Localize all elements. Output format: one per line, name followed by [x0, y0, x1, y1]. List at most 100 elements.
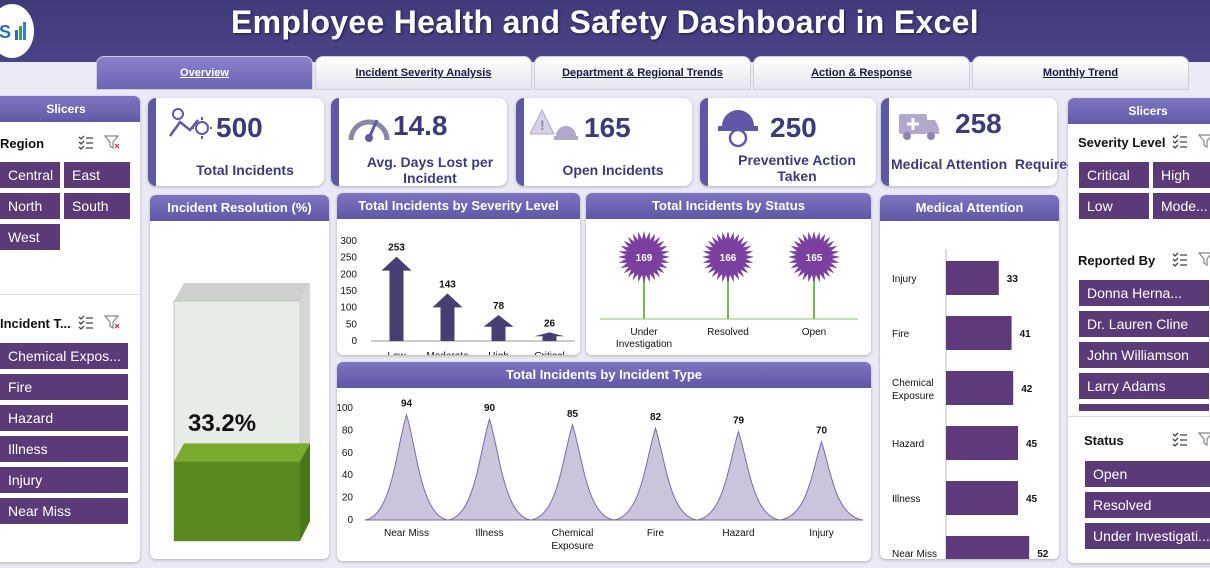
medical-attention-bar [946, 371, 1014, 405]
region-south[interactable]: South [64, 193, 130, 219]
cylinder-top [174, 283, 310, 301]
y-tick-label: 100 [340, 303, 357, 314]
incident-resolution-panel: Incident Resolution (%) 33.2% [150, 195, 329, 559]
injured-person-icon [168, 108, 212, 139]
incident-type-category-label: Near Miss [384, 528, 429, 539]
severity-slicer-title: Severity Level [1078, 135, 1166, 150]
severity-chart: 300 250 200 150 100 50 0 253 Low 143 Moderate 78 Hig… [340, 236, 575, 362]
clear-filter-icon[interactable] [104, 314, 120, 330]
medical-attention-data-label: 33 [1007, 274, 1019, 285]
reported-by-item[interactable]: John Williamson [1079, 342, 1209, 368]
status-category-label: Resolved [707, 327, 749, 338]
incident-type-illness[interactable]: Illness [0, 436, 128, 462]
severity-category-label: High [488, 351, 509, 355]
status-data-label: 169 [636, 253, 653, 264]
medical-attention-category-label: Near Miss [892, 549, 937, 559]
tab-overview[interactable]: Overview [96, 56, 313, 90]
multi-select-icon[interactable] [78, 314, 94, 330]
medical-attention-chart-panel: Medical Attention 33 Injury 41 Fire 42 Chemic… [880, 195, 1059, 568]
severity-chart-panel: Total Incidents by Severity Level 300 250… [337, 193, 580, 362]
incident-type-chart: 100 80 60 40 20 0 94 Near Miss 90 Illness 85 Chemic… [336, 399, 864, 552]
status-burst [788, 231, 840, 283]
clear-filter-icon[interactable] [104, 134, 120, 150]
kpi-open-incidents: ! 165 Open Incidents [516, 98, 692, 186]
severity-low[interactable]: Low [1079, 193, 1149, 219]
medical-attention-data-label: 45 [1026, 439, 1038, 450]
clear-filter-icon[interactable] [1198, 133, 1210, 149]
tab-action-response[interactable]: Action & Response [753, 56, 970, 90]
multi-select-icon[interactable] [1172, 431, 1188, 447]
reported-by-item[interactable]: Larry Adams [1079, 373, 1209, 399]
y-tick-label: 20 [342, 493, 354, 504]
kpi-avg-days-lost-label: Avg. Days Lost per Incident [366, 154, 494, 186]
incident-type-hazard[interactable]: Hazard [0, 405, 128, 431]
resolution-fill-side [300, 443, 310, 541]
incident-type-peak [447, 417, 532, 521]
severity-data-label: 143 [439, 279, 456, 290]
severity-category-label: Moderate [426, 351, 469, 355]
reported-by-item[interactable]: Dr. Lauren Cline [1079, 311, 1209, 337]
incident-type-data-label: 82 [650, 412, 662, 423]
medical-attention-data-label: 42 [1021, 384, 1033, 395]
incident-type-near-miss[interactable]: Near Miss [0, 498, 128, 524]
severity-moderate[interactable]: Mode... [1153, 193, 1210, 219]
status-category-label: Investigation [616, 339, 672, 350]
tab-department-regional-trends[interactable]: Department & Regional Trends [534, 56, 751, 90]
region-east[interactable]: East [64, 162, 130, 188]
incident-type-data-label: 90 [484, 403, 496, 414]
incident-type-data-label: 85 [567, 409, 579, 420]
severity-critical[interactable]: Critical [1079, 162, 1149, 188]
incident-type-data-label: 94 [401, 399, 413, 410]
y-tick-label: 0 [351, 336, 357, 347]
status-resolved[interactable]: Resolved [1085, 492, 1210, 518]
severity-category-label: Low [387, 351, 406, 355]
incident-type-peak [696, 429, 781, 521]
incident-type-category-label: Injury [809, 528, 833, 539]
incident-type-peak [779, 439, 864, 521]
slicer-divider [0, 294, 140, 295]
clear-filter-icon[interactable] [1198, 431, 1210, 447]
page-title: Employee Health and Safety Dashboard in … [231, 4, 979, 40]
resolution-fill-body [174, 461, 300, 541]
incident-type-fire[interactable]: Fire [0, 374, 128, 400]
ambulance-icon [899, 114, 939, 140]
hard-hat-icon [718, 110, 758, 148]
incident-type-category-label: Fire [647, 528, 665, 539]
status-under-investigation[interactable]: Under Investigati... [1085, 523, 1210, 549]
slicer-panel-header: Slicers [1068, 98, 1210, 124]
medical-attention-category-label: Hazard [892, 439, 924, 450]
medical-attention-category-label: Exposure [892, 391, 935, 402]
incident-type-peak [530, 423, 615, 521]
alarm-icon: ! [530, 108, 578, 140]
incident-type-peak [364, 413, 449, 521]
severity-bar [534, 332, 565, 341]
incident-type-injury[interactable]: Injury [0, 467, 128, 493]
region-slicer-title: Region [0, 136, 45, 151]
region-north[interactable]: North [0, 193, 60, 219]
multi-select-icon[interactable] [1172, 133, 1188, 149]
company-logo: S [0, 4, 34, 58]
multi-select-icon[interactable] [78, 134, 94, 150]
medical-attention-category-label: Injury [892, 274, 916, 285]
severity-high[interactable]: High [1153, 162, 1210, 188]
incident-type-chemical-exposure[interactable]: Chemical Expos... [0, 343, 128, 369]
incident-type-chart-panel: Total Incidents by Incident Type 100 80 60… [336, 362, 871, 561]
tab-incident-severity-analysis[interactable]: Incident Severity Analysis [315, 56, 532, 90]
kpi-medical-attention: 258 Medical Attention Required [881, 98, 1076, 186]
region-central[interactable]: Central [0, 162, 60, 188]
medical-attention-data-label: 45 [1026, 494, 1038, 505]
multi-select-icon[interactable] [1172, 251, 1188, 267]
medical-attention-bar [946, 316, 1012, 350]
y-tick-label: 80 [342, 425, 354, 436]
reported-by-item[interactable]: Donna Herna... [1079, 280, 1209, 306]
reported-by-item-partial[interactable] [1079, 404, 1209, 411]
y-tick-label: 60 [342, 448, 354, 459]
severity-data-label: 253 [388, 243, 405, 254]
severity-bar [483, 315, 514, 341]
status-open[interactable]: Open [1085, 461, 1210, 487]
clear-filter-icon[interactable] [1198, 251, 1210, 267]
kpi-preventive-action: 250 Preventive Action Taken [700, 98, 876, 186]
region-west[interactable]: West [0, 224, 60, 250]
tab-monthly-trend[interactable]: Monthly Trend [972, 56, 1189, 90]
